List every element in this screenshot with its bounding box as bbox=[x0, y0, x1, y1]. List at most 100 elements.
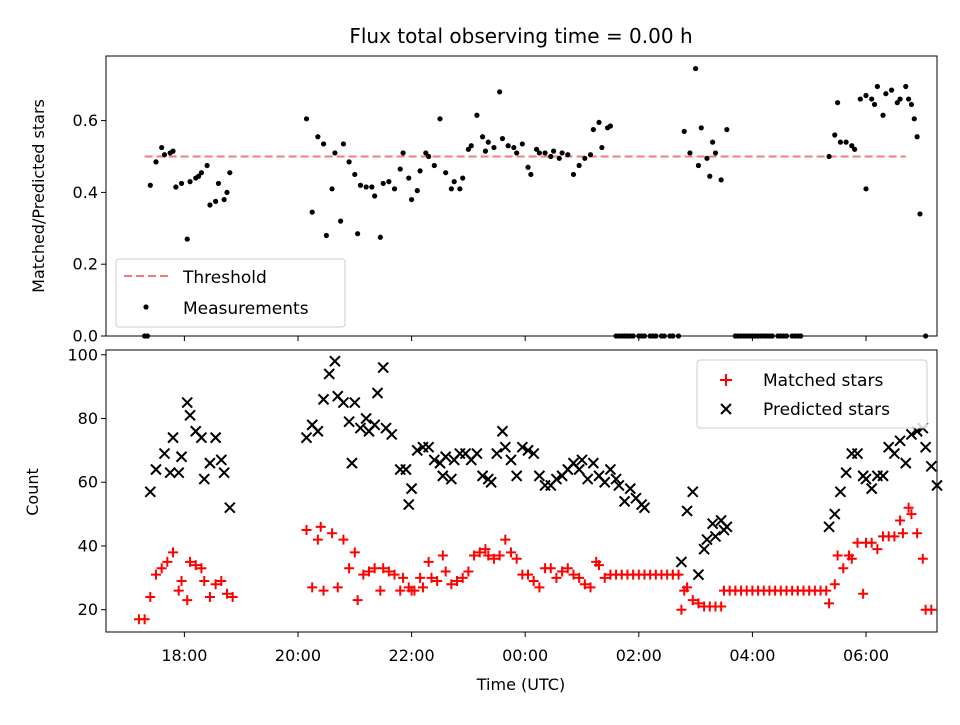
predicted-star-point bbox=[516, 441, 529, 453]
predicted-star-point bbox=[437, 470, 449, 482]
predicted-star-point bbox=[599, 476, 611, 488]
measurement-point bbox=[596, 119, 602, 126]
matched-star-point bbox=[858, 588, 869, 599]
measurement-point bbox=[832, 132, 838, 138]
matched-star-point bbox=[568, 569, 579, 580]
measurement-point bbox=[204, 162, 210, 169]
predicted-star-point bbox=[337, 396, 350, 409]
predicted-star-point bbox=[181, 396, 193, 409]
predicted-star-point bbox=[377, 361, 389, 374]
predicted-star-point bbox=[624, 482, 636, 495]
matched-star-point bbox=[173, 585, 184, 596]
predicted-star-point bbox=[184, 409, 196, 422]
measurement-point bbox=[337, 218, 344, 224]
matched-star-point bbox=[378, 563, 389, 574]
measurement-point bbox=[525, 164, 531, 170]
measurement-point bbox=[406, 175, 412, 181]
matched-star-point bbox=[162, 556, 173, 567]
measurement-point bbox=[346, 159, 352, 165]
matched-star-point bbox=[190, 560, 201, 571]
predicted-star-point bbox=[405, 482, 418, 495]
measurement-point bbox=[215, 180, 222, 187]
matched-star-point bbox=[352, 595, 363, 606]
measurement-point bbox=[565, 152, 571, 158]
matched-star-point bbox=[185, 556, 196, 567]
matched-star-point bbox=[216, 576, 227, 587]
measurement-point bbox=[528, 171, 534, 178]
measurement-point bbox=[550, 148, 557, 154]
predicted-star-point bbox=[195, 431, 208, 444]
predicted-star-point bbox=[581, 473, 594, 485]
predicted-star-point bbox=[721, 521, 733, 533]
matched-star-point bbox=[457, 572, 468, 583]
measurement-point bbox=[340, 141, 347, 147]
predicted-star-point bbox=[349, 396, 361, 409]
measurement-point bbox=[883, 91, 889, 97]
matched-star-point bbox=[523, 569, 534, 580]
x-axis-label: Time (UTC) bbox=[476, 675, 565, 694]
matched-star-point bbox=[917, 553, 928, 564]
matched-star-point bbox=[574, 572, 585, 583]
y-tick-label: 0.0 bbox=[73, 327, 98, 346]
matched-star-point bbox=[227, 591, 238, 602]
matched-star-point bbox=[221, 588, 232, 599]
measurements-legend-label: Measurements bbox=[183, 299, 309, 319]
predicted-star-point bbox=[150, 463, 162, 476]
matched-star-point bbox=[440, 566, 451, 577]
matched-star-point bbox=[145, 591, 156, 602]
measurement-point bbox=[695, 162, 702, 169]
top-legend: Threshold Measurements bbox=[115, 258, 346, 328]
matched-star-point bbox=[551, 572, 562, 583]
measurement-point bbox=[482, 148, 489, 154]
matched-star-point bbox=[528, 576, 539, 587]
chart-title: Flux total observing time = 0.00 h bbox=[349, 24, 692, 48]
measurement-point bbox=[661, 333, 667, 339]
y-tick-label: 0.2 bbox=[73, 255, 98, 274]
measurement-point bbox=[178, 180, 185, 187]
measurement-point bbox=[491, 144, 497, 151]
measurement-point bbox=[599, 144, 605, 151]
measurement-point bbox=[536, 150, 542, 156]
measurement-point bbox=[479, 134, 486, 140]
measurement-point bbox=[505, 143, 511, 149]
measurement-point bbox=[556, 155, 562, 161]
predicted-star-point bbox=[576, 454, 588, 466]
measurement-point bbox=[309, 209, 315, 215]
measurement-point bbox=[400, 150, 406, 156]
x-tick-label: 20:00 bbox=[275, 646, 321, 665]
predicted-star-point bbox=[329, 355, 341, 367]
predicted-star-point bbox=[312, 425, 324, 437]
measurement-point bbox=[576, 162, 582, 169]
matched-star-point bbox=[480, 544, 491, 555]
predicted-star-point bbox=[573, 463, 585, 476]
measurement-point bbox=[315, 134, 321, 140]
predicted-star-point bbox=[610, 473, 622, 485]
predicted-star-point bbox=[343, 415, 355, 428]
matched-star-point bbox=[315, 521, 326, 532]
measurement-point bbox=[923, 333, 929, 339]
measurement-point bbox=[408, 196, 415, 203]
measurement-point bbox=[798, 333, 804, 339]
matched-star-point bbox=[821, 585, 832, 596]
predicted-star-point bbox=[706, 517, 719, 530]
measurement-point bbox=[159, 144, 165, 151]
measurement-point bbox=[161, 152, 168, 158]
measurement-point bbox=[724, 126, 730, 133]
predicted-star-point bbox=[860, 473, 872, 485]
measurement-point bbox=[372, 193, 378, 199]
predicted-star-point bbox=[204, 457, 216, 469]
predicted-star-point bbox=[604, 463, 617, 476]
predicted-star-point bbox=[175, 451, 188, 463]
matched-star-point bbox=[838, 563, 849, 574]
matched-star-point bbox=[906, 509, 917, 520]
measurement-point bbox=[641, 333, 648, 339]
matched-star-point bbox=[210, 579, 221, 590]
measurement-point bbox=[917, 211, 923, 217]
y-tick-label: 0.4 bbox=[73, 183, 98, 202]
measurement-point bbox=[443, 170, 449, 176]
panel-0-marks: 0.0 0.2 0.4 0.6 bbox=[73, 65, 929, 346]
measurement-point bbox=[397, 166, 403, 172]
measurement-point bbox=[587, 152, 594, 158]
matched-star-point bbox=[301, 525, 312, 536]
measurement-point bbox=[207, 202, 213, 208]
